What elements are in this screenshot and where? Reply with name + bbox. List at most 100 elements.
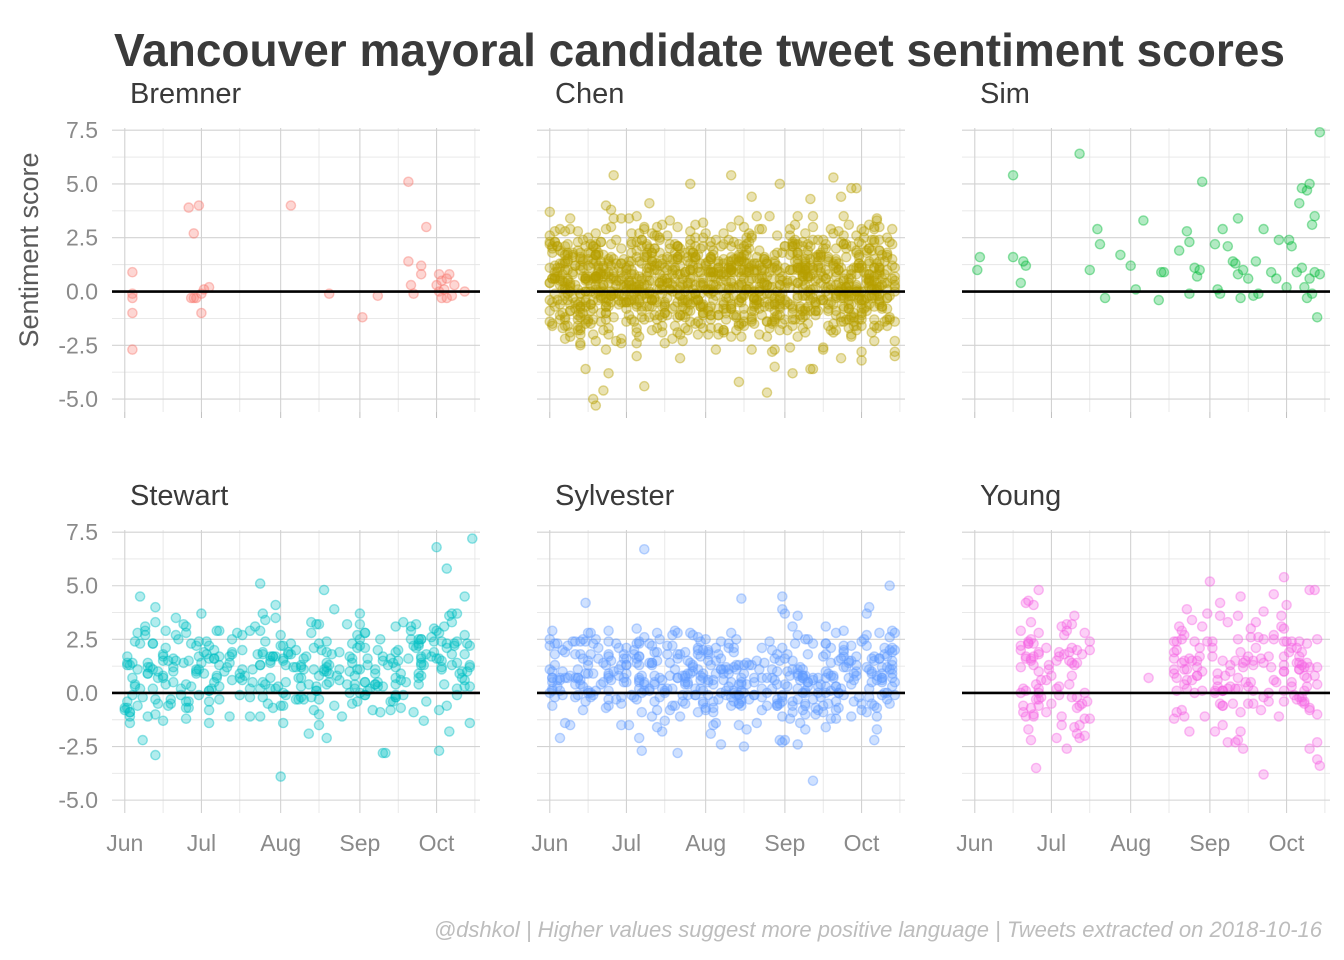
data-point (621, 262, 632, 274)
data-point (544, 238, 556, 250)
data-point (252, 649, 264, 660)
data-point (552, 240, 563, 252)
data-point (881, 232, 893, 243)
data-point (1209, 238, 1221, 250)
data-point (682, 324, 694, 336)
data-point (631, 236, 643, 248)
data-point (598, 279, 609, 291)
data-point (672, 327, 683, 338)
data-point (1041, 706, 1052, 718)
facet-young: Young Jun Jul Aug Sep Oct (956, 480, 1330, 856)
data-point (705, 264, 717, 276)
data-point (641, 249, 653, 261)
data-point (603, 651, 614, 662)
data-point (1025, 653, 1037, 664)
data-point (692, 294, 704, 306)
data-point (577, 307, 589, 319)
data-point (797, 275, 809, 287)
data-point (580, 273, 591, 284)
data-point (756, 704, 768, 716)
data-point (718, 266, 729, 278)
data-point (718, 324, 729, 336)
data-point (544, 206, 556, 218)
data-point (789, 219, 801, 231)
data-point (705, 251, 717, 263)
data-point (598, 260, 609, 272)
data-point (559, 225, 571, 237)
y-tick-label: -2.5 (58, 734, 98, 760)
data-point (692, 631, 704, 643)
data-point (157, 715, 169, 727)
data-point (879, 268, 890, 280)
data-point (456, 672, 468, 684)
data-point (446, 616, 458, 628)
data-point (774, 279, 786, 291)
data-point (147, 638, 159, 649)
data-point (718, 238, 729, 250)
data-point (459, 591, 471, 602)
data-point (869, 275, 880, 287)
data-point (718, 324, 729, 336)
data-point (674, 309, 686, 321)
data-point (789, 256, 801, 267)
data-point (736, 292, 747, 304)
data-point (656, 275, 668, 287)
data-point (328, 604, 340, 615)
y-tick-label: 0.0 (66, 279, 98, 305)
data-point (823, 305, 834, 317)
data-point (1258, 769, 1269, 780)
data-point (1235, 591, 1246, 602)
data-point (881, 292, 893, 304)
data-point (631, 623, 643, 634)
data-point (702, 305, 714, 317)
data-point (1296, 646, 1308, 658)
data-point (1023, 595, 1034, 607)
data-point (823, 299, 834, 310)
data-point (162, 700, 174, 712)
data-point (846, 329, 857, 340)
data-point (751, 264, 763, 276)
data-point (265, 672, 276, 684)
data-point (863, 664, 875, 675)
data-point (846, 264, 857, 276)
data-point (823, 668, 834, 679)
data-point (777, 247, 788, 259)
data-point (685, 316, 696, 327)
data-point (662, 253, 673, 265)
data-point (746, 191, 758, 203)
data-point (564, 223, 576, 235)
data-point (608, 273, 620, 284)
data-point (858, 634, 870, 645)
chart-title: Vancouver mayoral candidate tweet sentim… (114, 24, 1285, 76)
data-point (1033, 646, 1044, 658)
data-point (162, 655, 174, 667)
data-point (700, 228, 712, 239)
data-point (787, 706, 798, 718)
data-point (552, 638, 563, 649)
data-point (321, 661, 333, 673)
data-point (613, 642, 625, 654)
data-point (656, 219, 668, 231)
data-point (828, 260, 839, 272)
data-point (807, 262, 819, 274)
data-point (564, 305, 576, 317)
data-point (1235, 706, 1246, 718)
data-point (626, 279, 637, 291)
data-point (598, 271, 609, 282)
data-point (861, 277, 873, 289)
data-point (800, 309, 811, 321)
data-point (441, 638, 453, 649)
data-point (616, 213, 627, 224)
data-point (311, 681, 322, 692)
data-point (554, 674, 566, 686)
data-point (697, 217, 709, 228)
data-point (748, 266, 760, 278)
data-point (679, 311, 691, 323)
data-point (654, 277, 666, 289)
data-point (1248, 659, 1259, 671)
data-point (784, 249, 796, 261)
data-point (1056, 621, 1067, 632)
data-point (549, 260, 561, 272)
data-point (554, 732, 566, 744)
data-point (843, 303, 855, 315)
